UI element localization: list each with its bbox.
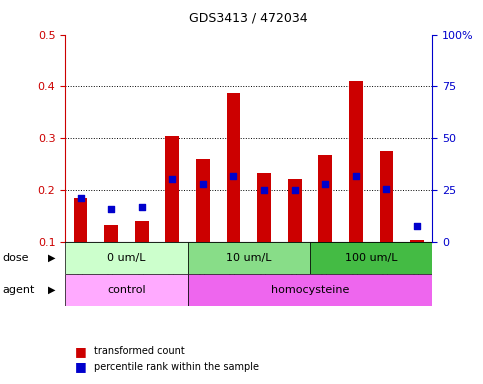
- Text: ■: ■: [75, 360, 86, 373]
- Text: dose: dose: [2, 253, 29, 263]
- Bar: [310, 242, 432, 274]
- Text: 0 um/L: 0 um/L: [107, 253, 146, 263]
- Point: [199, 181, 207, 187]
- Bar: [104, 225, 118, 242]
- Text: ▶: ▶: [48, 285, 56, 295]
- Text: percentile rank within the sample: percentile rank within the sample: [94, 362, 259, 372]
- Point: [138, 204, 145, 210]
- Bar: [196, 159, 210, 242]
- Bar: [165, 136, 179, 242]
- Text: homocysteine: homocysteine: [271, 285, 349, 295]
- Text: 10 um/L: 10 um/L: [226, 253, 271, 263]
- Bar: [135, 221, 149, 242]
- Text: GDS3413 / 472034: GDS3413 / 472034: [189, 12, 308, 25]
- Point: [291, 187, 298, 193]
- Text: ■: ■: [75, 345, 86, 358]
- Bar: [227, 93, 241, 242]
- Point: [260, 187, 268, 193]
- Bar: [288, 179, 301, 242]
- Text: ▶: ▶: [48, 253, 56, 263]
- Point: [321, 181, 329, 187]
- Bar: [410, 240, 424, 242]
- Point: [169, 175, 176, 182]
- Bar: [187, 274, 432, 306]
- Bar: [380, 151, 393, 242]
- Text: agent: agent: [2, 285, 35, 295]
- Text: 100 um/L: 100 um/L: [345, 253, 398, 263]
- Bar: [318, 155, 332, 242]
- Text: transformed count: transformed count: [94, 346, 185, 356]
- Point: [229, 172, 237, 179]
- Point: [383, 186, 390, 192]
- Text: control: control: [107, 285, 146, 295]
- Point: [352, 172, 360, 179]
- Bar: [349, 81, 363, 242]
- Point: [77, 195, 85, 201]
- Bar: [187, 242, 310, 274]
- Point: [107, 206, 115, 212]
- Bar: [73, 198, 87, 242]
- Bar: [65, 274, 187, 306]
- Bar: [257, 174, 271, 242]
- Bar: [65, 242, 187, 274]
- Point: [413, 223, 421, 230]
